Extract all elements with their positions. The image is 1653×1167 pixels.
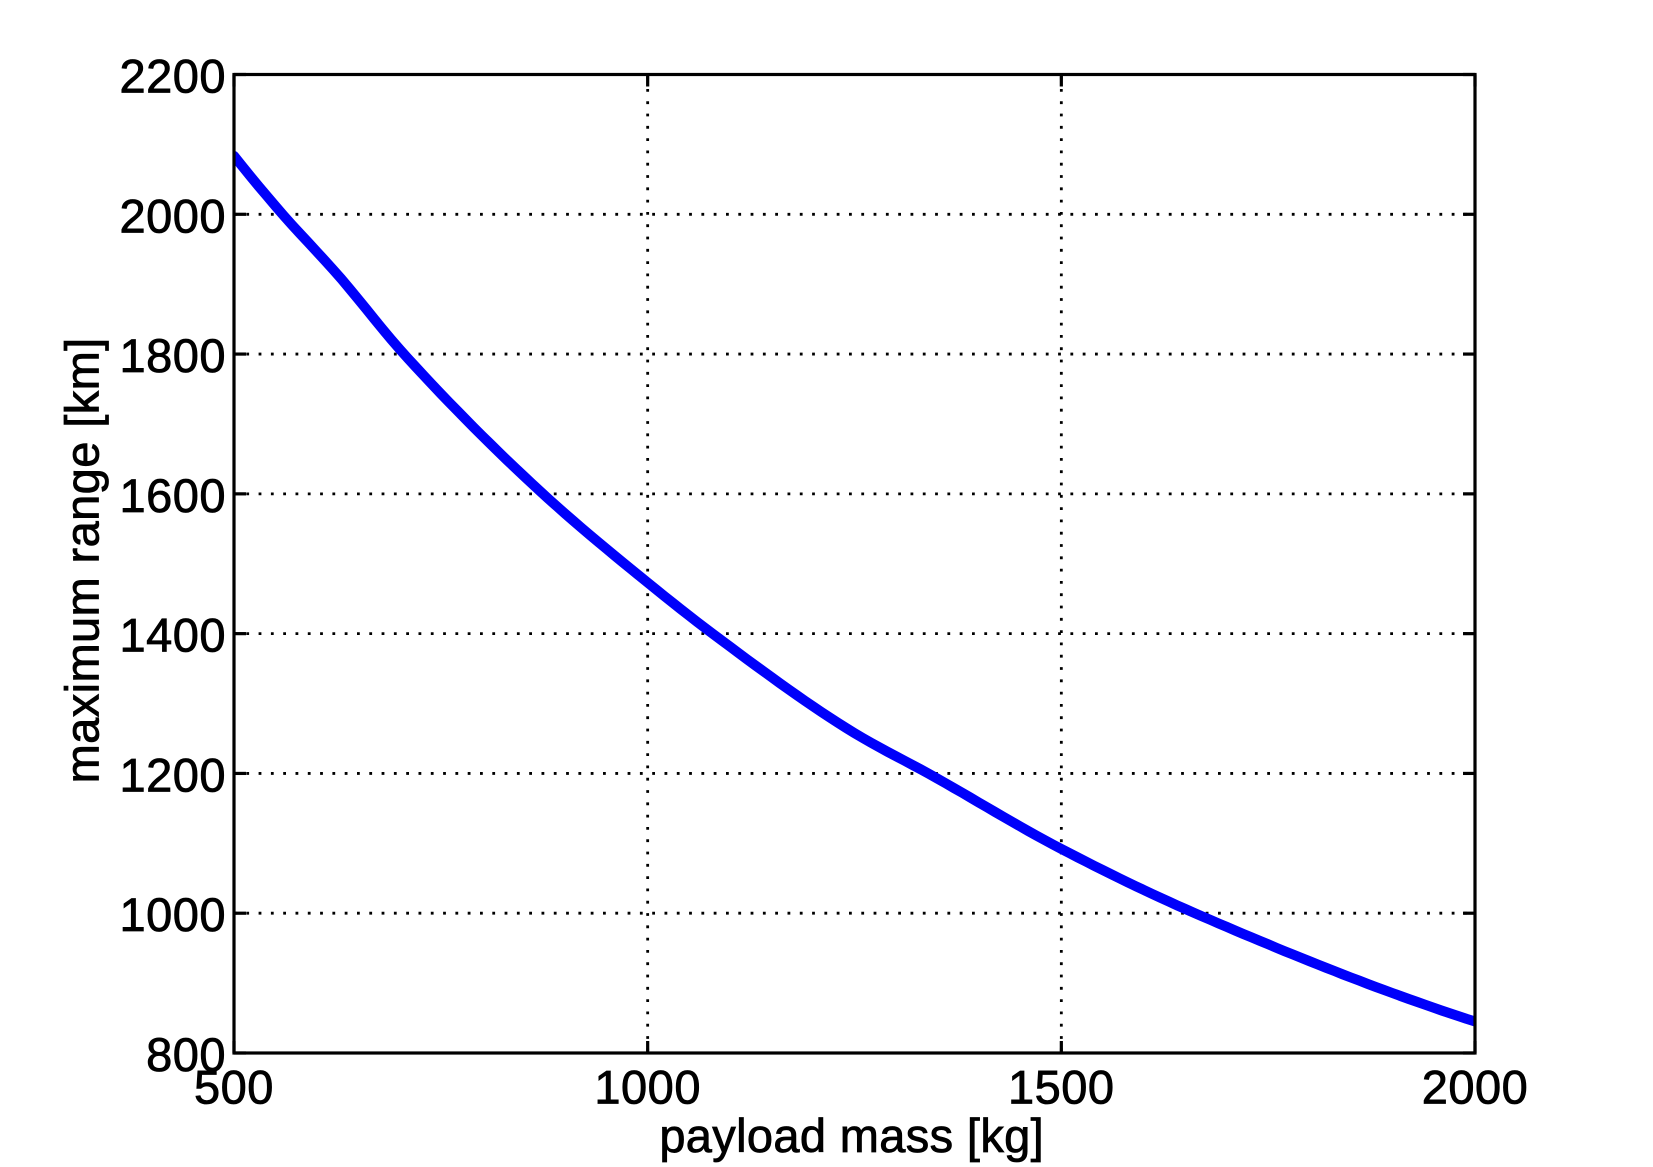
svg-text:2000: 2000 <box>119 189 226 242</box>
svg-text:1800: 1800 <box>119 329 226 382</box>
svg-text:500: 500 <box>194 1061 274 1114</box>
svg-text:1000: 1000 <box>119 888 226 941</box>
svg-text:2200: 2200 <box>119 50 226 103</box>
svg-text:800: 800 <box>146 1028 226 1081</box>
svg-text:payload mass [kg]: payload mass [kg] <box>659 1109 1044 1162</box>
svg-text:maximum range [km]: maximum range [km] <box>56 337 109 783</box>
svg-text:1600: 1600 <box>119 469 226 522</box>
svg-text:1500: 1500 <box>1008 1061 1115 1114</box>
svg-text:1200: 1200 <box>119 748 226 801</box>
svg-text:2000: 2000 <box>1422 1061 1529 1114</box>
svg-text:1000: 1000 <box>594 1061 701 1114</box>
svg-text:1400: 1400 <box>119 609 226 662</box>
